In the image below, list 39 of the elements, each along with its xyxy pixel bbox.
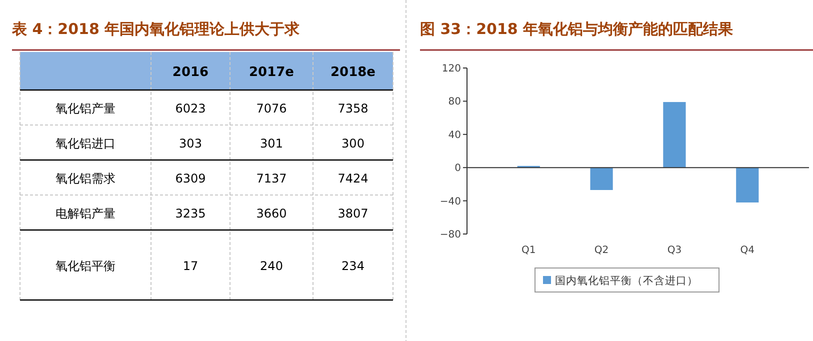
- chart-title: 图 33：2018 年氧化铝与均衡产能的匹配结果: [420, 20, 734, 38]
- bar: [663, 102, 686, 168]
- chart-title: 表 4：2018 年国内氧化铝理论上供大于求: [11, 20, 301, 38]
- y-tick-label: 80: [448, 96, 461, 108]
- data-label: 303: [179, 136, 202, 150]
- y-tick-label: 0: [454, 163, 461, 174]
- legend-label: 国内氧化铝平衡（不含进口）: [555, 274, 698, 287]
- y-tick-label: −40: [440, 196, 461, 208]
- x-tick-label: Q4: [740, 245, 754, 256]
- data-label: 240: [260, 259, 283, 273]
- y-tick-label: 氧化铝产量: [56, 102, 116, 116]
- y-tick-label: 120: [442, 64, 461, 74]
- data-label: 3235: [175, 206, 206, 220]
- data-label: 17: [182, 259, 198, 273]
- data-label: 6023: [175, 102, 206, 116]
- data-label: 300: [342, 136, 364, 150]
- data-label: 3660: [256, 206, 287, 220]
- x-tick-label: Q1: [522, 245, 536, 256]
- data-label: 3807: [338, 206, 368, 220]
- x-tick-label: 2018e: [330, 65, 376, 80]
- data-label: 301: [260, 136, 283, 150]
- y-tick-label: −80: [440, 230, 461, 240]
- data-label: 7424: [338, 172, 368, 186]
- y-tick-label: 氧化铝进口: [56, 136, 116, 150]
- bar: [736, 168, 759, 202]
- y-tick-label: 氧化铝平衡: [56, 259, 116, 273]
- x-tick-label: Q2: [594, 245, 609, 256]
- y-tick-label: 40: [448, 130, 461, 141]
- data-label: 7358: [338, 102, 368, 116]
- x-tick-label: 2017e: [249, 65, 294, 80]
- y-tick-label: 电解铝产量: [56, 206, 116, 220]
- x-tick-label: 2016: [172, 65, 209, 80]
- data-label: 6309: [175, 172, 206, 186]
- data-label: 7076: [256, 102, 287, 116]
- y-tick-label: 氧化铝需求: [56, 172, 116, 186]
- x-tick-label: Q3: [667, 245, 682, 256]
- bar: [590, 168, 613, 190]
- data-label: 234: [342, 259, 364, 273]
- data-label: 7137: [256, 172, 287, 186]
